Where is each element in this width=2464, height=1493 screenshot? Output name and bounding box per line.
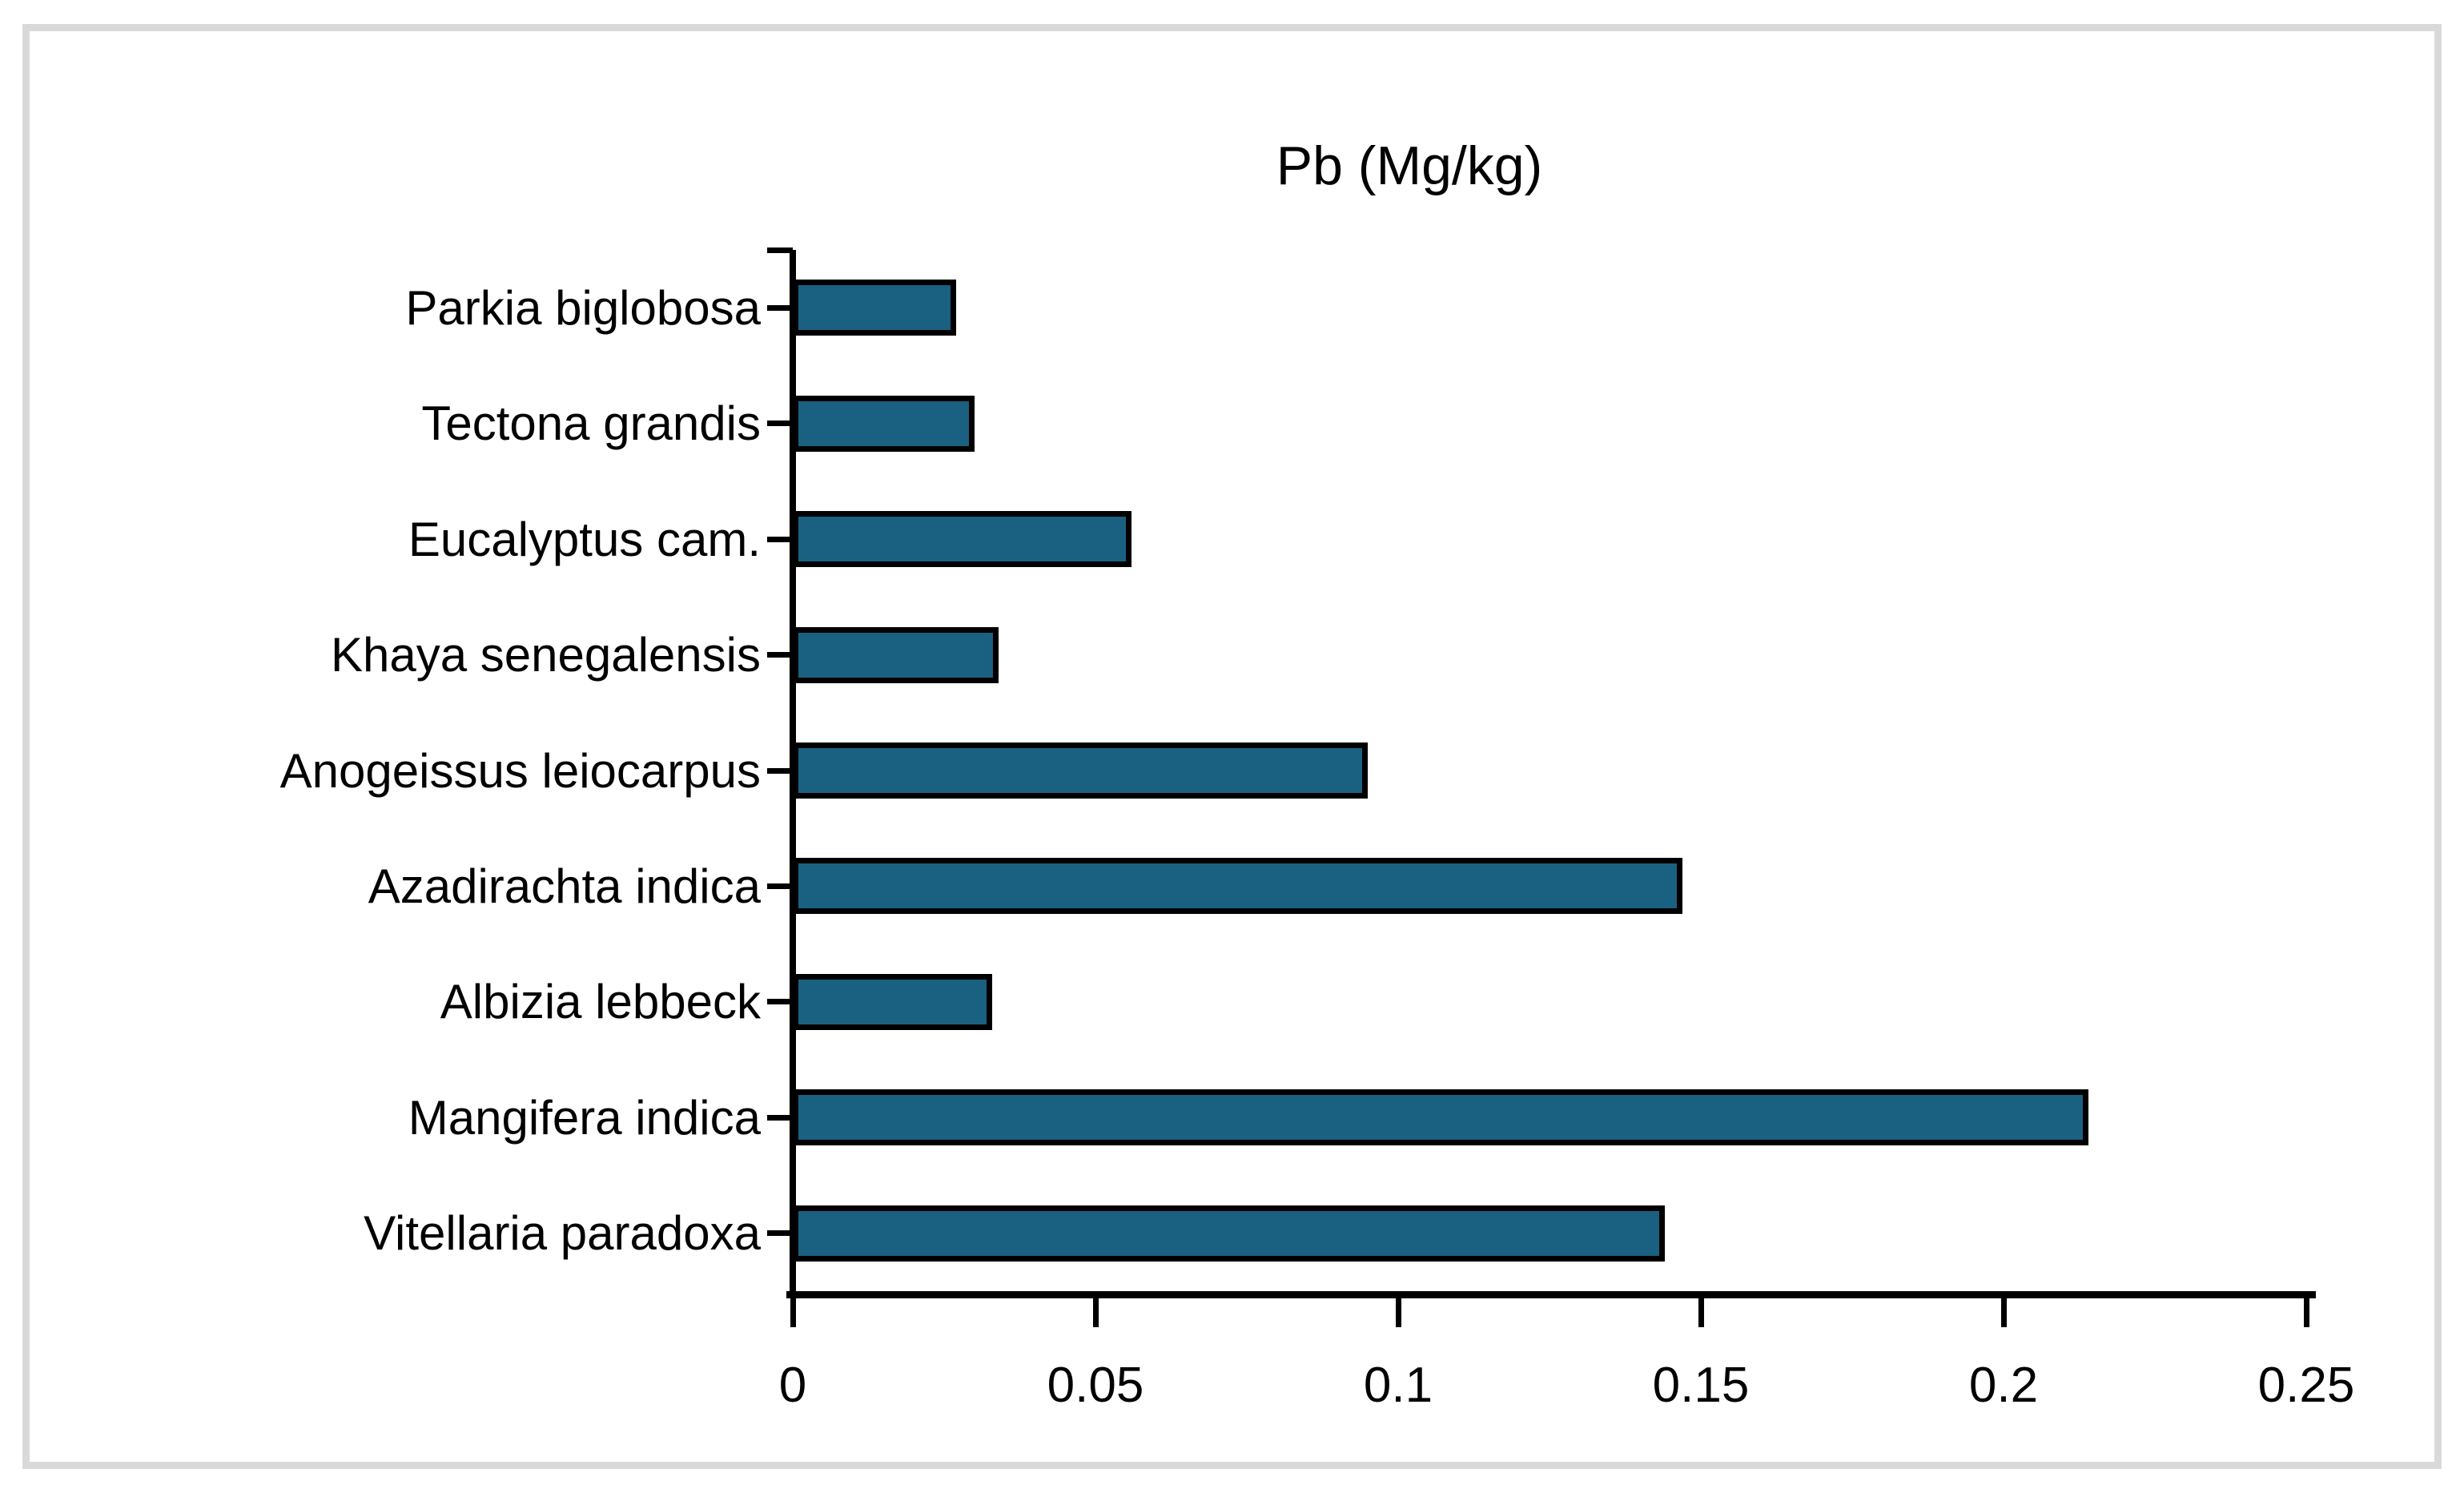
category-label-vitellaria-paradoxa: Vitellaria paradoxa	[364, 1206, 761, 1261]
y-axis-tick	[767, 536, 793, 542]
bar-vitellaria-paradoxa	[793, 1205, 1665, 1262]
x-tick-label-0-2: 0.2	[1968, 1358, 2039, 1413]
y-axis-tick	[767, 1230, 793, 1237]
y-axis-tick	[767, 767, 793, 774]
category-label-anogeissus-leiocarpus: Anogeissus leiocarpus	[279, 743, 761, 798]
bar-mangifera-indica	[793, 1089, 2088, 1146]
category-label-albizia-lebbeck: Albizia lebbeck	[440, 975, 761, 1029]
x-axis-tick	[1092, 1297, 1099, 1327]
category-label-azadirachta-indica: Azadirachta indica	[368, 859, 761, 913]
bar-albizia-lebbeck	[793, 973, 992, 1030]
y-axis-tick	[767, 652, 793, 658]
x-tick-label-0-05: 0.05	[1047, 1358, 1144, 1413]
x-tick-label-0: 0	[778, 1358, 807, 1413]
y-axis-tick	[767, 421, 793, 427]
x-tick-label-0-25: 0.25	[2257, 1358, 2355, 1413]
bar-tectona-grandis	[793, 395, 975, 452]
x-tick-label-0-1: 0.1	[1363, 1358, 1433, 1413]
category-label-parkia-biglobosa: Parkia biglobosa	[405, 280, 761, 335]
y-axis-tick	[767, 999, 793, 1005]
x-axis-line	[786, 1291, 2316, 1298]
x-axis-tick	[1698, 1297, 1704, 1327]
y-axis-tick	[767, 247, 793, 253]
category-label-mangifera-indica: Mangifera indica	[408, 1090, 761, 1145]
bar-parkia-biglobosa	[793, 280, 956, 336]
x-tick-label-0-15: 0.15	[1652, 1358, 1750, 1413]
category-label-eucalyptus-cam: Eucalyptus cam.	[408, 512, 761, 566]
bar-anogeissus-leiocarpus	[793, 742, 1368, 799]
x-axis-tick	[790, 1297, 796, 1327]
category-label-khaya-senegalensis: Khaya senegalensis	[330, 628, 761, 682]
chart-title: Pb (Mg/kg)	[1276, 135, 1543, 196]
y-axis-tick	[767, 304, 793, 311]
y-axis-tick	[767, 883, 793, 889]
x-axis-tick	[2303, 1297, 2309, 1327]
x-axis-tick	[2000, 1297, 2007, 1327]
bar-azadirachta-indica	[793, 858, 1682, 915]
bar-khaya-senegalensis	[793, 626, 999, 683]
category-label-tectona-grandis: Tectona grandis	[421, 396, 761, 451]
bar-eucalyptus-cam	[793, 511, 1132, 568]
x-axis-tick	[1395, 1297, 1401, 1327]
y-axis-tick	[767, 1114, 793, 1121]
